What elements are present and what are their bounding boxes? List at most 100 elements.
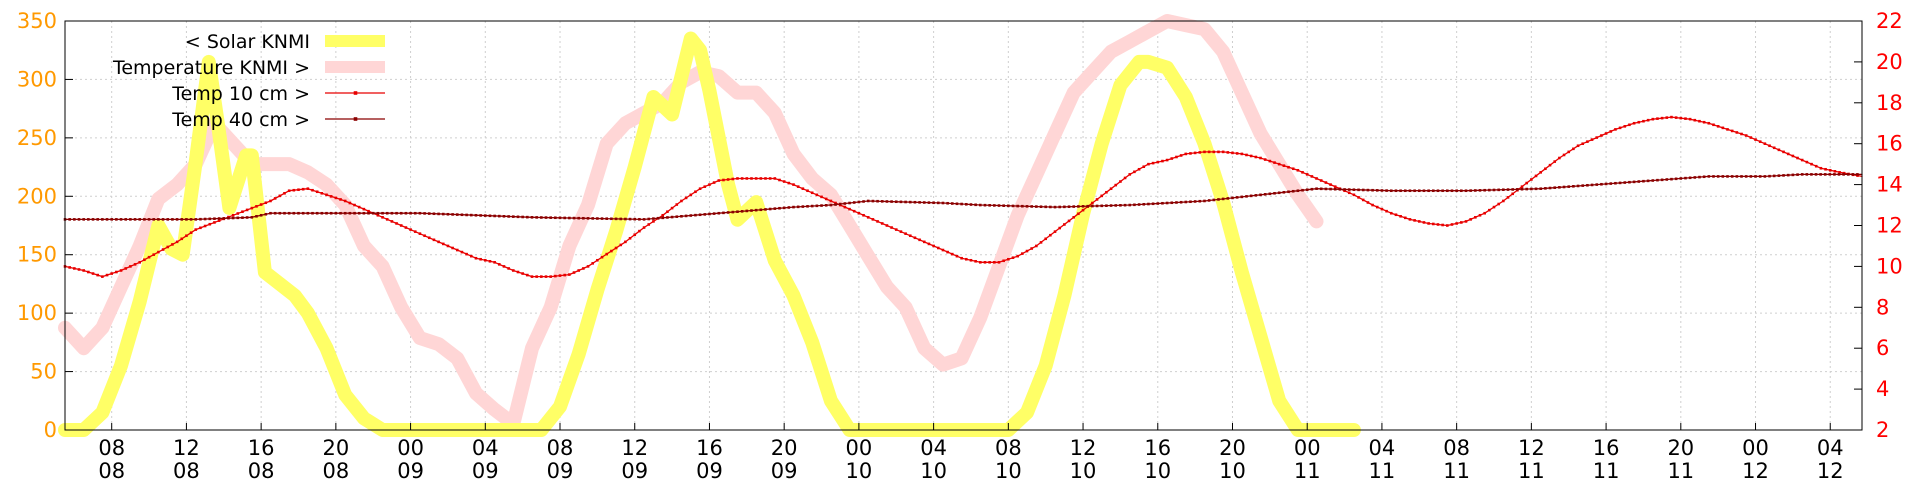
data-point bbox=[1193, 200, 1197, 203]
data-point bbox=[1147, 202, 1150, 206]
data-point bbox=[110, 272, 113, 275]
data-point bbox=[773, 207, 777, 210]
data-point bbox=[717, 211, 721, 215]
data-point bbox=[806, 189, 809, 193]
data-point bbox=[1067, 219, 1071, 223]
data-point bbox=[175, 240, 179, 244]
data-point bbox=[1067, 205, 1071, 209]
data-point bbox=[1221, 197, 1225, 201]
data-point bbox=[199, 217, 202, 221]
data-point bbox=[1716, 175, 1720, 178]
data-point bbox=[1623, 125, 1627, 128]
data-point bbox=[1049, 233, 1052, 237]
legend: < Solar KNMI Temperature KNMI > Temp 10 cm… bbox=[112, 31, 385, 131]
data-point bbox=[343, 199, 347, 203]
data-point bbox=[339, 211, 342, 215]
data-point bbox=[437, 240, 440, 244]
data-point bbox=[782, 180, 786, 183]
data-point bbox=[633, 217, 637, 221]
data-point bbox=[189, 231, 193, 234]
data-point bbox=[1063, 223, 1066, 226]
legend-marker bbox=[353, 117, 358, 121]
data-point bbox=[1791, 154, 1795, 158]
data-point bbox=[1530, 178, 1533, 181]
data-point bbox=[890, 200, 893, 203]
data-point bbox=[1768, 174, 1771, 178]
legend-item: Temp 10 cm > bbox=[171, 83, 385, 105]
x-tick-label-time: 08 bbox=[98, 436, 125, 460]
data-point bbox=[1268, 159, 1272, 163]
data-point bbox=[311, 211, 314, 215]
data-point bbox=[1754, 175, 1757, 178]
data-point bbox=[1235, 196, 1239, 199]
x-tick-label-time: 00 bbox=[1742, 436, 1769, 460]
data-point bbox=[1133, 203, 1136, 207]
data-point bbox=[1072, 205, 1076, 208]
data-point bbox=[1007, 204, 1010, 208]
data-point bbox=[1422, 221, 1426, 224]
data-point bbox=[521, 272, 524, 275]
data-point bbox=[922, 201, 926, 204]
data-point bbox=[213, 217, 216, 220]
data-point bbox=[610, 249, 613, 253]
data-point bbox=[1497, 188, 1500, 192]
data-point bbox=[535, 216, 538, 219]
data-point bbox=[1016, 254, 1019, 258]
data-point bbox=[138, 261, 142, 264]
x-tick-label-time: 20 bbox=[1667, 436, 1694, 460]
data-point bbox=[1506, 188, 1510, 191]
data-point bbox=[1735, 175, 1739, 178]
data-point bbox=[1315, 177, 1318, 180]
data-point bbox=[834, 201, 837, 205]
data-point bbox=[913, 200, 917, 204]
data-point bbox=[1114, 183, 1118, 187]
data-point bbox=[927, 242, 931, 246]
left-y-tick-label: 200 bbox=[17, 184, 57, 208]
data-point bbox=[591, 262, 595, 265]
data-point bbox=[689, 193, 693, 197]
data-point bbox=[1600, 134, 1603, 137]
data-point bbox=[1814, 164, 1818, 168]
data-point bbox=[1226, 197, 1230, 200]
data-point bbox=[1254, 194, 1258, 197]
data-point bbox=[815, 204, 819, 208]
data-point bbox=[143, 258, 146, 262]
data-point bbox=[647, 217, 651, 221]
data-point bbox=[1824, 167, 1827, 171]
data-point bbox=[792, 183, 795, 186]
data-point bbox=[283, 211, 286, 215]
data-point bbox=[544, 216, 548, 219]
data-point bbox=[1567, 185, 1571, 188]
data-point bbox=[1632, 180, 1636, 184]
data-point bbox=[1702, 120, 1706, 124]
data-point bbox=[1175, 155, 1178, 159]
data-point bbox=[1361, 198, 1365, 202]
data-point bbox=[1562, 153, 1566, 157]
right-y-tick-label: 12 bbox=[1876, 214, 1903, 238]
data-point bbox=[1273, 191, 1276, 195]
data-point bbox=[619, 243, 623, 247]
data-point bbox=[1030, 247, 1033, 250]
data-point bbox=[68, 218, 71, 221]
data-point bbox=[1277, 162, 1281, 166]
data-point bbox=[1674, 177, 1678, 181]
data-point bbox=[143, 218, 146, 221]
data-point bbox=[1179, 200, 1183, 204]
data-point bbox=[862, 213, 865, 217]
data-point bbox=[1100, 204, 1104, 208]
data-point bbox=[427, 236, 431, 240]
left-y-tick-label: 50 bbox=[30, 360, 57, 384]
data-point bbox=[1670, 115, 1673, 119]
data-point bbox=[675, 203, 679, 206]
data-point bbox=[1721, 126, 1725, 130]
data-point bbox=[638, 217, 641, 221]
data-point bbox=[1558, 156, 1561, 160]
data-point bbox=[1810, 173, 1813, 176]
data-point bbox=[315, 190, 319, 194]
data-point bbox=[558, 216, 562, 220]
data-point bbox=[656, 216, 660, 220]
data-point bbox=[245, 216, 249, 219]
data-point bbox=[1763, 142, 1767, 145]
data-point bbox=[918, 238, 921, 242]
data-point bbox=[1347, 188, 1351, 191]
